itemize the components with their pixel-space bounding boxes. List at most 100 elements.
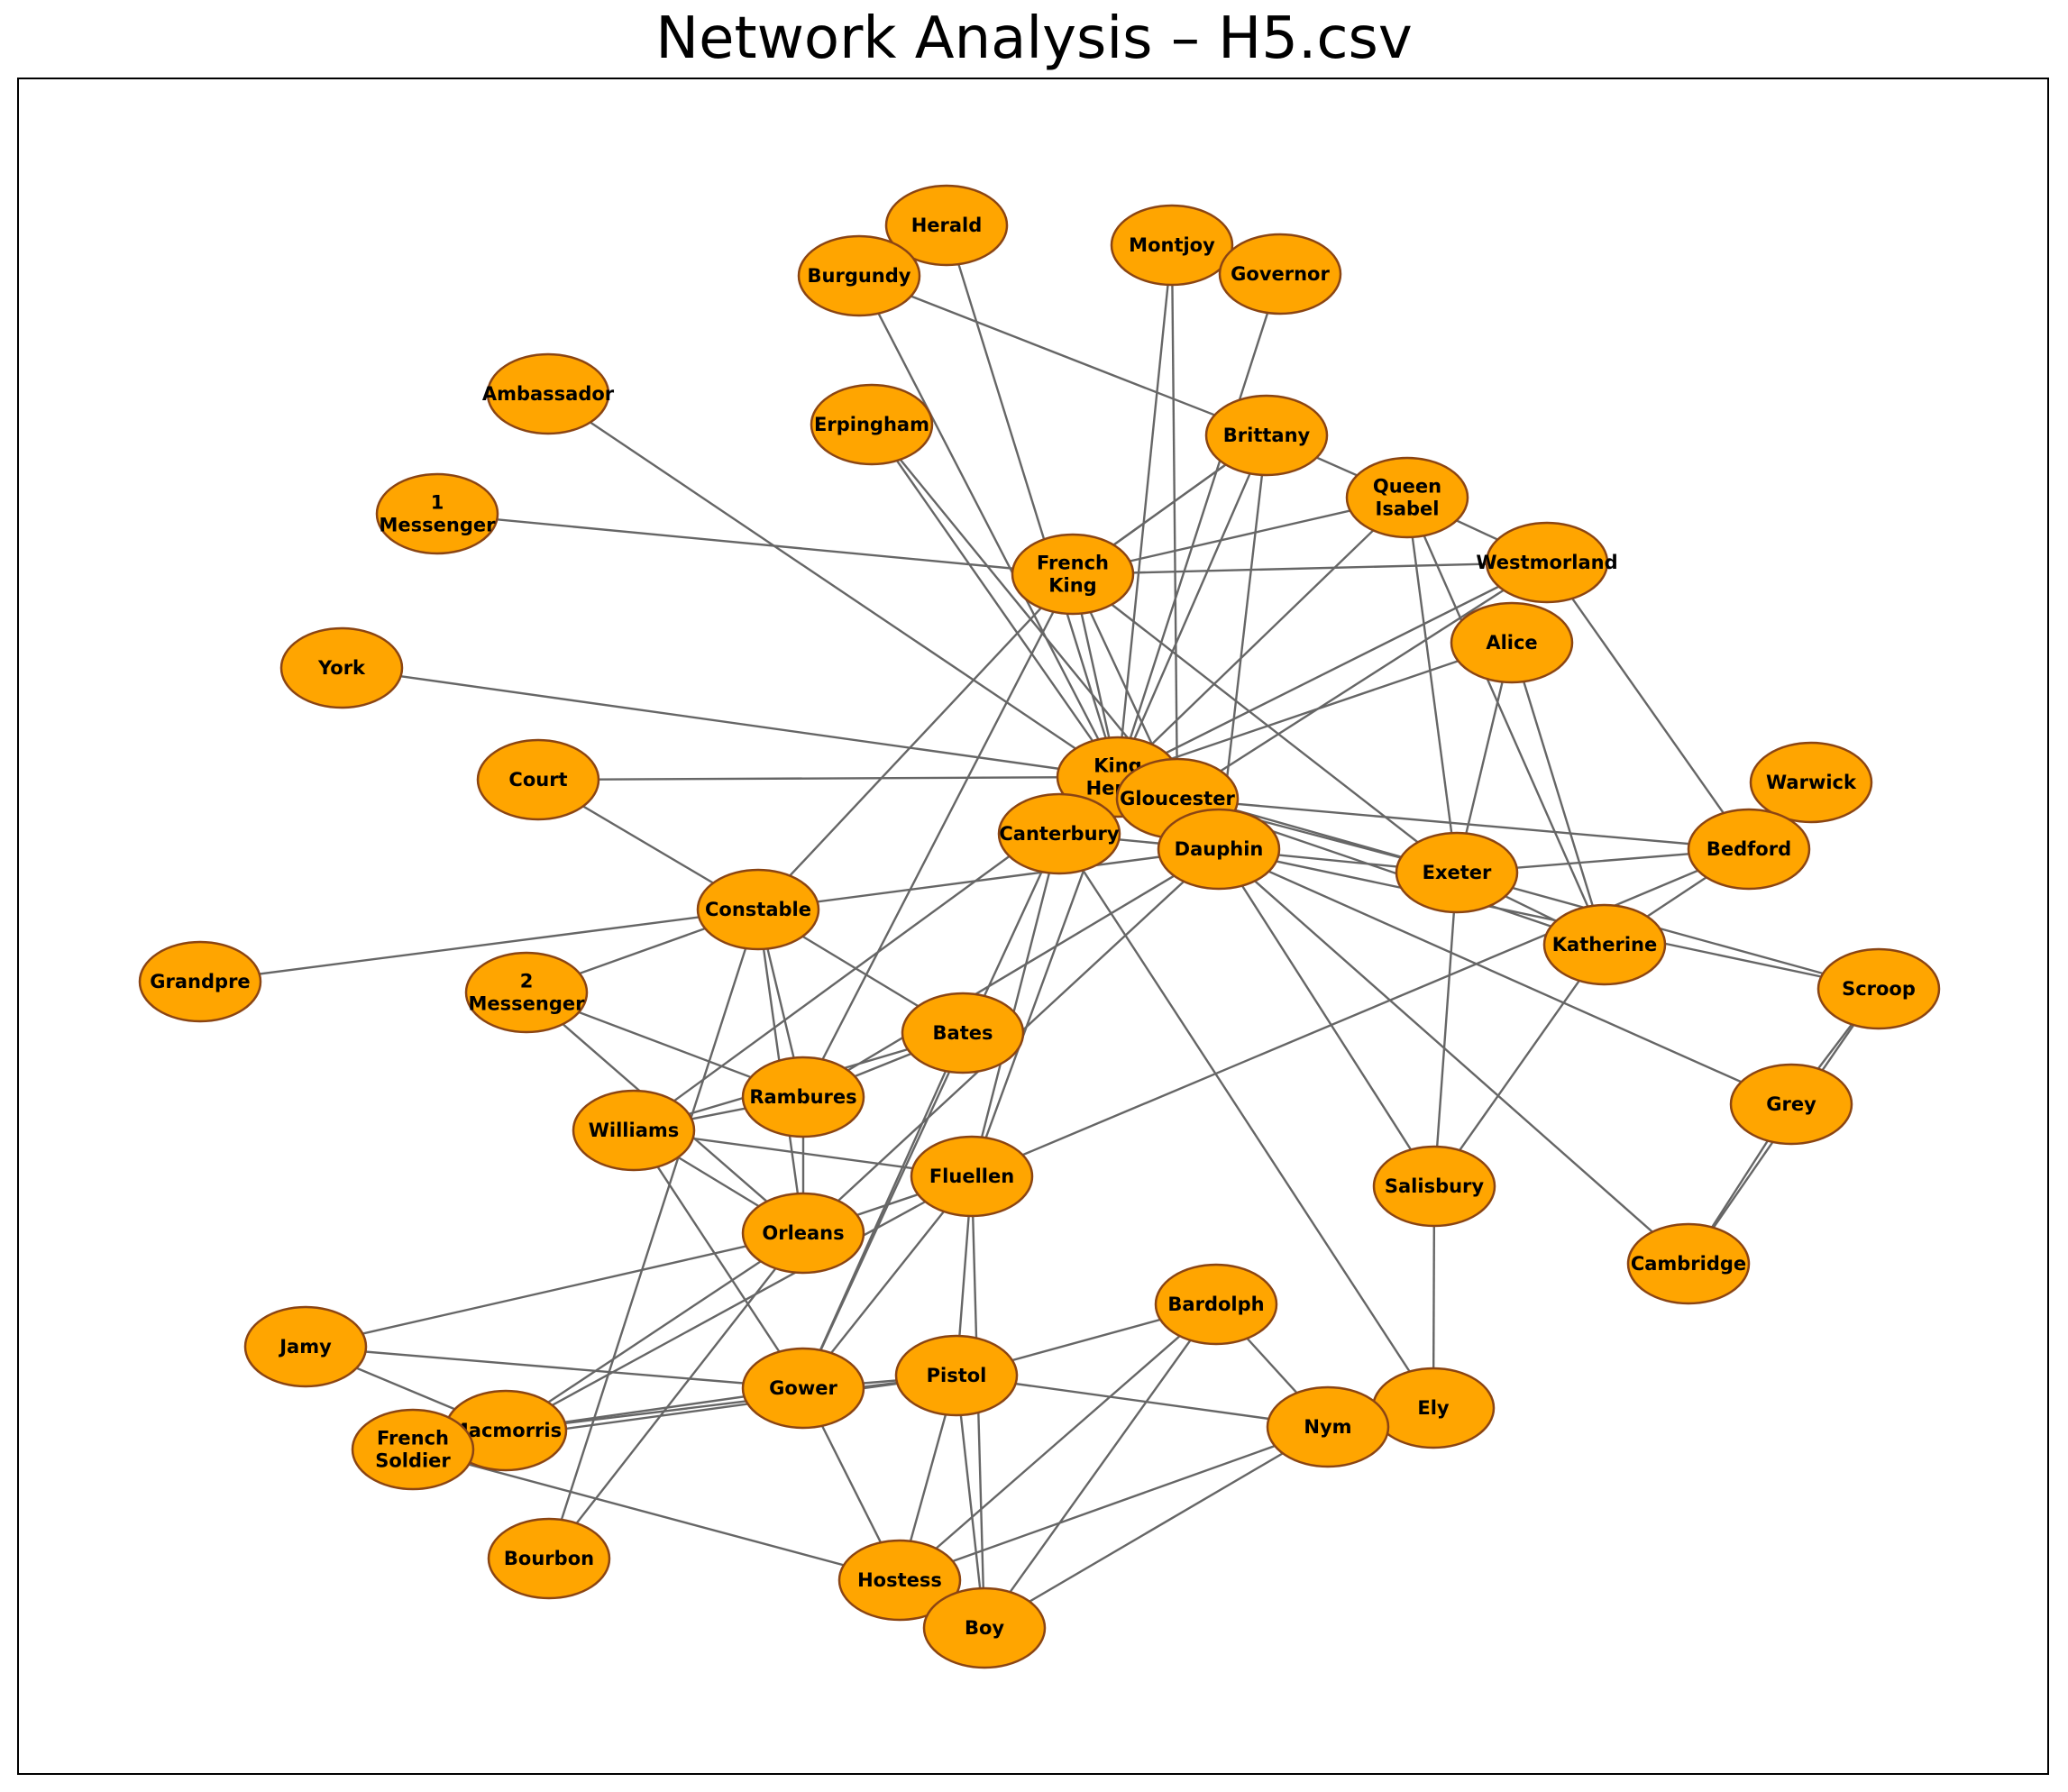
plot-frame bbox=[17, 78, 2049, 1775]
node-governor: Governor bbox=[1218, 233, 1342, 315]
node-label: Ely bbox=[1417, 1397, 1450, 1419]
node-label-line: Erpingham bbox=[814, 414, 929, 435]
edge-ambassador-king-henry bbox=[547, 393, 1119, 778]
node-circle bbox=[138, 940, 262, 1023]
node-label-line: Grandpre bbox=[150, 971, 250, 992]
edge-exeter-scroop bbox=[1456, 871, 1880, 991]
node-label-line: Gloucester bbox=[1120, 788, 1235, 809]
node-circle bbox=[1450, 601, 1574, 684]
node-label-line: Gower bbox=[769, 1377, 837, 1399]
edge-pistol-boy bbox=[955, 1375, 986, 1629]
node-label: Jamy bbox=[278, 1336, 332, 1358]
node-label: Gloucester bbox=[1120, 788, 1235, 809]
node-circle bbox=[741, 1347, 865, 1430]
edge-orleans-bourbon bbox=[548, 1232, 804, 1559]
node-circle bbox=[1204, 394, 1329, 477]
edge-dauphin-scroop bbox=[1218, 847, 1880, 991]
node-label: 2 Messenger bbox=[469, 971, 586, 1015]
node-constable: Constable bbox=[696, 868, 820, 951]
node-katherine: Katherine bbox=[1542, 903, 1667, 986]
node-label: Exeter bbox=[1423, 862, 1492, 883]
node-circle bbox=[741, 1192, 865, 1275]
node-label-line: Montjoy bbox=[1129, 234, 1215, 256]
node-warwick: Warwick bbox=[1749, 741, 1873, 824]
node-exeter: Exeter bbox=[1395, 831, 1519, 914]
node-label-line: Burgundy bbox=[808, 265, 911, 287]
node-herald: Herald bbox=[884, 184, 1009, 267]
node-pistol: Pistol bbox=[894, 1334, 1019, 1417]
node-circle bbox=[1011, 533, 1135, 616]
node-circle bbox=[1345, 456, 1469, 539]
node-scroop: Scroop bbox=[1816, 947, 1941, 1030]
diagram-title: Network Analysis – H5.csv bbox=[655, 5, 1413, 72]
node-circle bbox=[1110, 204, 1234, 287]
node-label-line: Dauphin bbox=[1175, 838, 1264, 860]
edge-burgundy-king-henry bbox=[857, 275, 1120, 778]
node-circle bbox=[1395, 831, 1519, 914]
node-label-line: Bates bbox=[933, 1022, 993, 1044]
node-alice: Alice bbox=[1450, 601, 1574, 684]
edge-orleans-jamy bbox=[305, 1231, 804, 1349]
node-bates: Bates bbox=[901, 992, 1025, 1074]
node-cambridge: Cambridge bbox=[1626, 1222, 1751, 1305]
node-label: Brittany bbox=[1223, 425, 1311, 446]
edge-montjoy-gloucester bbox=[1170, 244, 1179, 800]
node-label-line: 1 bbox=[431, 492, 444, 514]
node-erpingham: Erpingham bbox=[810, 383, 934, 466]
edges-layer bbox=[199, 224, 1880, 1630]
node-ambassador: Ambassador bbox=[482, 352, 615, 435]
edge-dauphin-rambures bbox=[802, 847, 1220, 1099]
edge-french-king-westmorland bbox=[1072, 561, 1548, 576]
node-label-line: Westmorland bbox=[1476, 552, 1617, 573]
edge-french-king-constable bbox=[757, 573, 1074, 910]
node-canterbury: Canterbury bbox=[997, 792, 1121, 875]
node-circle bbox=[741, 1056, 865, 1138]
edge-fluellen-macmorris bbox=[505, 1175, 973, 1432]
node-circle bbox=[696, 868, 820, 951]
node-label: York bbox=[317, 657, 366, 679]
node-circle bbox=[464, 951, 589, 1034]
edge-herald-king-henry bbox=[945, 224, 1120, 778]
edge-alice-king-henry bbox=[1117, 641, 1513, 779]
node-label-line: Warwick bbox=[1766, 772, 1857, 793]
edge-queen-isabel-exeter bbox=[1405, 497, 1459, 873]
node-label-line: Ambassador bbox=[482, 383, 615, 405]
node-label-line: Bourbon bbox=[504, 1548, 594, 1569]
edge-french-soldier-hostess bbox=[412, 1448, 901, 1582]
node-label: Constable bbox=[705, 899, 811, 920]
node-label-line: Hostess bbox=[857, 1569, 942, 1591]
node-label-line: Isabel bbox=[1376, 498, 1440, 520]
node-label-line: York bbox=[317, 657, 366, 679]
edge-dauphin-salisbury bbox=[1217, 848, 1436, 1187]
node-circle bbox=[1157, 808, 1281, 891]
node-label-line: Brittany bbox=[1223, 425, 1311, 446]
edge-exeter-salisbury bbox=[1432, 872, 1459, 1187]
node-label: Canterbury bbox=[999, 823, 1120, 845]
node-nym: Nym bbox=[1266, 1385, 1390, 1468]
node-label-line: Grey bbox=[1766, 1093, 1816, 1115]
node-hostess: Hostess bbox=[837, 1539, 962, 1622]
node-label: Queen Isabel bbox=[1373, 476, 1441, 520]
edge-nym-boy bbox=[984, 1425, 1329, 1630]
node-circle bbox=[487, 1517, 611, 1600]
node-label: Bardolph bbox=[1167, 1294, 1264, 1315]
node-williams: Williams bbox=[572, 1089, 696, 1172]
node-label: Cambridge bbox=[1631, 1253, 1746, 1275]
node-circle bbox=[837, 1539, 962, 1622]
node-york: York bbox=[279, 626, 404, 709]
edge-burgundy-brittany bbox=[858, 274, 1267, 437]
node-label-line: Messenger bbox=[380, 515, 497, 536]
edge-westmorland-king-henry bbox=[1117, 561, 1548, 779]
edge-dauphin-grey bbox=[1218, 847, 1792, 1106]
node-label-line: Salisbury bbox=[1385, 1175, 1485, 1197]
node-label-line: Scroop bbox=[1842, 978, 1916, 1000]
node-label: Gower bbox=[769, 1377, 837, 1399]
node-label-line: Canterbury bbox=[999, 823, 1120, 845]
node-label: Westmorland bbox=[1476, 552, 1617, 573]
node-label: Boy bbox=[965, 1617, 1004, 1639]
node-circle bbox=[894, 1334, 1019, 1417]
edge-york-king-henry bbox=[341, 666, 1119, 779]
node-orleans: Orleans bbox=[741, 1192, 865, 1275]
node-label-line: Orleans bbox=[762, 1222, 844, 1244]
edge-grandpre-constable bbox=[199, 908, 759, 983]
